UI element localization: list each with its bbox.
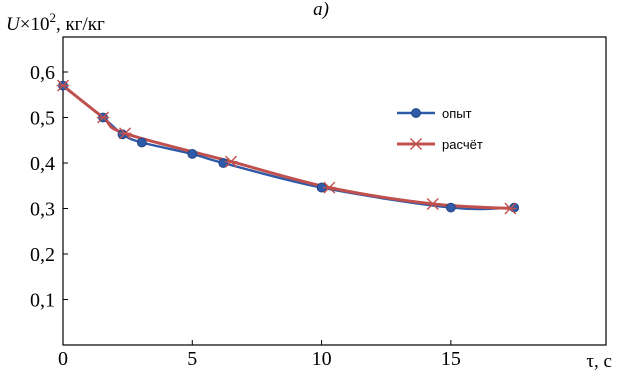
y-tick-label: 0,5 <box>30 108 55 130</box>
x-tick-label: 0 <box>58 348 68 370</box>
y-axis-label: U×102, кг/кг <box>6 10 105 35</box>
legend: опыт расчёт <box>397 106 483 152</box>
y-tick-label: 0,4 <box>30 153 55 175</box>
legend-marker-asterisk <box>409 138 423 150</box>
x-tick-label: 10 <box>312 348 332 370</box>
y-tick-label: 0,1 <box>30 290 55 312</box>
y-tick-label: 0,6 <box>30 62 55 84</box>
y-ticks: 0,1 0,2 0,3 0,4 0,5 0,6 <box>30 62 68 312</box>
data-point-experiment <box>218 158 229 168</box>
y-axis-label-unit: , кг/кг <box>56 14 105 35</box>
panel-label: а) <box>313 0 329 20</box>
data-point-calculation <box>118 127 132 140</box>
y-tick-label: 0,2 <box>30 244 55 266</box>
data-point-calculation <box>426 197 440 210</box>
data-point-experiment <box>136 137 147 148</box>
y-tick-label: 0,3 <box>30 199 55 221</box>
y-axis-label-exp: 2 <box>49 10 56 25</box>
legend-label: опыт <box>442 106 472 121</box>
data-point-calculation <box>96 111 110 124</box>
svg-text:U×102, кг/кг: U×102, кг/кг <box>6 10 105 35</box>
y-axis-label-symbol: U <box>6 14 21 35</box>
data-point-calculation <box>504 202 517 215</box>
legend-marker-circle <box>411 108 421 118</box>
x-axis-label: τ, с <box>586 351 612 372</box>
data-point-calculation <box>56 79 70 92</box>
data-point-experiment <box>187 148 198 159</box>
series-markers <box>56 79 520 215</box>
x-tick-label: 5 <box>187 348 197 370</box>
data-point-calculation <box>323 181 336 194</box>
x-ticks: 0 5 10 15 <box>58 340 461 370</box>
y-axis-label-mult: ×10 <box>20 14 50 35</box>
x-tick-label: 15 <box>441 348 461 370</box>
data-point-experiment <box>117 129 128 140</box>
legend-label: расчёт <box>442 137 483 152</box>
data-point-experiment <box>445 202 456 213</box>
data-point-calculation <box>224 155 238 168</box>
